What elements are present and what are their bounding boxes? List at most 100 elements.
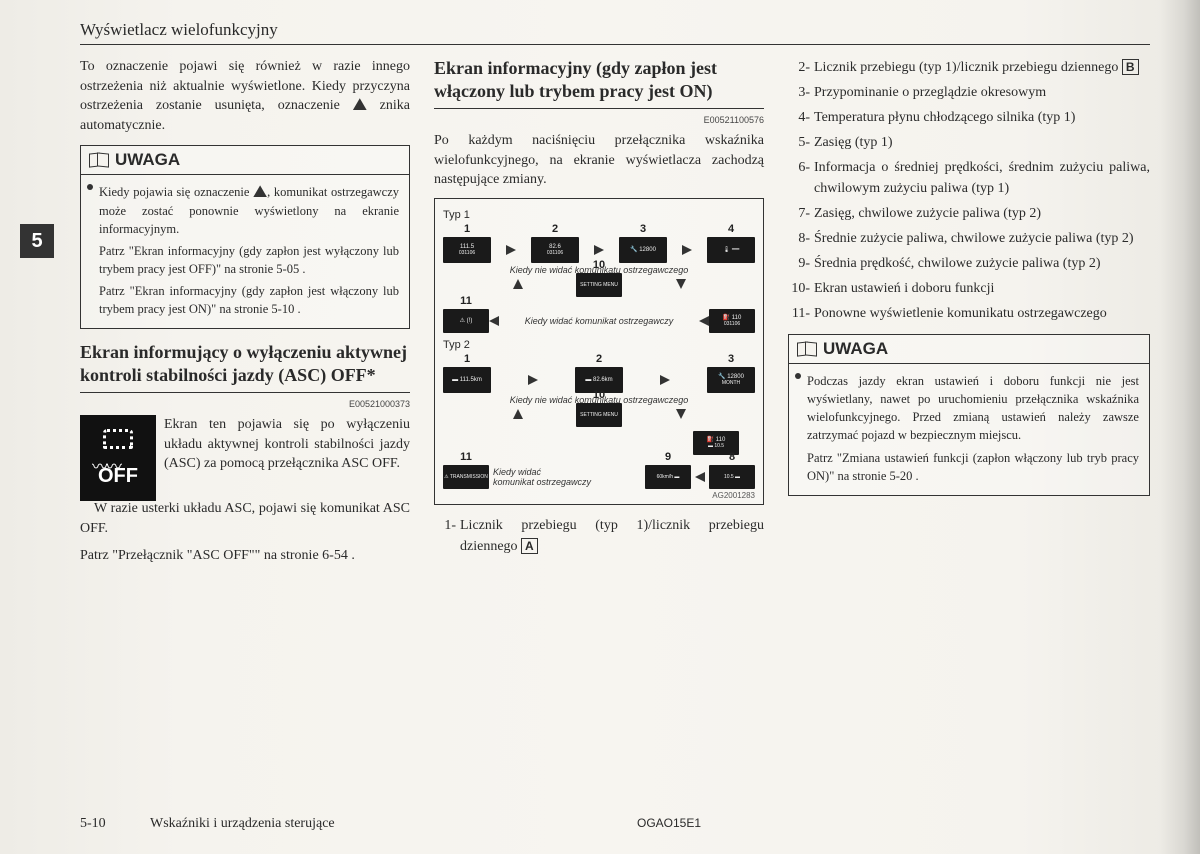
- screen-t2-3: 3🔧 12800MONTH: [707, 367, 755, 393]
- ref-code: E00521000373: [80, 399, 410, 409]
- diagram-caption-4: Kiedy widać komunikat ostrzegawczy: [493, 467, 641, 487]
- page-number: 5-10: [80, 816, 150, 832]
- page-footer: 5-10 Wskaźniki i urządzenia sterujące OG…: [80, 816, 1150, 832]
- list-num: 9-: [788, 253, 814, 274]
- note2-p2: Patrz "Zmiana ustawień funkcji (zapłon w…: [807, 451, 1139, 483]
- section-heading-asc-off: Ekran informujący o wyłączeniu aktywnej …: [80, 341, 410, 393]
- list-item: 2-Licznik przebiegu (typ 1)/licznik prze…: [788, 57, 1150, 78]
- list-num: 2-: [788, 57, 814, 78]
- arrow-right-icon: [528, 375, 538, 385]
- list-item: 5-Zasięg (typ 1): [788, 132, 1150, 153]
- diagram-caption-2: Kiedy widać komunikat ostrzegawczy: [499, 316, 699, 326]
- box-letter-a: A: [521, 538, 538, 554]
- note-p3: Patrz "Ekran informacyjny (gdy zapłon je…: [99, 284, 399, 316]
- arrow-up-icon: [513, 409, 523, 419]
- arrow-left-icon: [699, 316, 709, 326]
- footer-code: OGAO15E1: [504, 816, 834, 830]
- legend-list-start: 1- Licznik przebiegu (typ 1)/licznik prz…: [434, 515, 764, 557]
- note-label: UWAGA: [115, 150, 180, 170]
- arrow-right-icon: [506, 245, 516, 255]
- typ2-label: Typ 2: [443, 339, 755, 351]
- list-item: 9-Średnia prędkość, chwilowe zużycie pal…: [788, 253, 1150, 274]
- note-box-2: UWAGA Podczas jazdy ekran ustawień i dob…: [788, 334, 1150, 496]
- asc-block: 〰〰 OFF Ekran ten pojawia się po wyłączen…: [80, 415, 410, 501]
- list-num: 4-: [788, 107, 814, 128]
- list-text: Średnia prędkość, chwilowe zużycie paliw…: [814, 253, 1150, 274]
- book-icon: [797, 342, 817, 356]
- asc-off-icon: 〰〰 OFF: [80, 415, 156, 501]
- list-text: Przypominanie o przeglądzie okresowym: [814, 82, 1150, 103]
- screen-1: 1111.5031106: [443, 237, 491, 263]
- list-num: 10-: [788, 278, 814, 299]
- screen-4: 4🌡 ━━: [707, 237, 755, 263]
- list-num: 5-: [788, 132, 814, 153]
- list-num: 1-: [434, 515, 460, 557]
- screen-t2-9: 960km/h ▬: [645, 465, 691, 489]
- screen-t2-11: 11⚠ TRANSMISSION: [443, 465, 489, 489]
- list-text: Licznik przebiegu (typ 1)/licznik przebi…: [460, 515, 764, 557]
- list-item: 11-Ponowne wyświetlenie komunikatu ostrz…: [788, 303, 1150, 324]
- warning-triangle-icon: [353, 98, 367, 110]
- typ1-label: Typ 1: [443, 209, 755, 221]
- list-item: 7-Zasięg, chwilowe zużycie paliwa (typ 2…: [788, 203, 1150, 224]
- screen-t2-1: 1▬ 111.5km: [443, 367, 491, 393]
- list-item: 4-Temperatura płynu chłodzącego silnika …: [788, 107, 1150, 128]
- warning-triangle-icon: [253, 185, 267, 197]
- note-header: UWAGA: [81, 146, 409, 175]
- arrow-up-icon: [513, 279, 523, 289]
- note-p1a: Kiedy pojawia się oznaczenie: [99, 185, 253, 199]
- list-text: Ponowne wyświetlenie komunikatu ostrzega…: [814, 303, 1150, 324]
- section-heading-info-screen: Ekran informacyjny (gdy zapłon jest włąc…: [434, 57, 764, 109]
- note2-p1: Podczas jazdy ekran ustawień i doboru fu…: [807, 374, 1139, 442]
- note-header-2: UWAGA: [789, 335, 1149, 364]
- list-text: Informacja o średniej prędkości, średnim…: [814, 157, 1150, 199]
- note-label-2: UWAGA: [823, 339, 888, 359]
- list-num: 7-: [788, 203, 814, 224]
- book-icon: [89, 153, 109, 167]
- list-item-1: 1- Licznik przebiegu (typ 1)/licznik prz…: [434, 515, 764, 557]
- asc-text-1: Ekran ten pojawia się po wyłączeniu ukła…: [164, 415, 410, 501]
- page-header: Wyświetlacz wielofunkcyjny: [80, 20, 1150, 45]
- note-body: Kiedy pojawia się oznaczenie , komunikat…: [81, 175, 409, 328]
- note-p2: Patrz "Ekran informacyjny (gdy zapłon je…: [99, 244, 399, 276]
- list-text: Temperatura płynu chłodzącego silnika (t…: [814, 107, 1150, 128]
- list-text-inner: Licznik przebiegu (typ 1)/licznik przebi…: [460, 518, 764, 554]
- arrow-right-icon: [660, 375, 670, 385]
- content-columns: To oznaczenie pojawi się również w razie…: [80, 57, 1150, 574]
- asc-text-2: W razie usterki układu ASC, pojawi się k…: [80, 499, 410, 538]
- list-item: 6-Informacja o średniej prędkości, średn…: [788, 157, 1150, 199]
- chapter-tab: 5: [20, 224, 54, 258]
- list-item: 3-Przypominanie o przeglądzie okresowym: [788, 82, 1150, 103]
- screen-2: 282.6031106: [531, 237, 579, 263]
- screen-flow-diagram: Typ 1 1111.5031106 282.6031106 3🔧 12800 …: [434, 198, 764, 505]
- screen-t2-8: 810.5 ▬: [709, 465, 755, 489]
- col2-intro: Po każdym naciśnięciu przełącznika wskaź…: [434, 131, 764, 190]
- arrow-down-icon: [676, 279, 686, 289]
- column-2: Ekran informacyjny (gdy zapłon jest włąc…: [434, 57, 764, 574]
- intro-para: To oznaczenie pojawi się również w razie…: [80, 57, 410, 135]
- screen-10: 10SETTING MENU: [576, 273, 622, 297]
- typ1-row2: 11⚠ (!) Kiedy widać komunikat ostrzegawc…: [443, 309, 755, 333]
- arrow-down-icon: [676, 409, 686, 419]
- list-item: 8-Średnie zużycie paliwa, chwilowe zużyc…: [788, 228, 1150, 249]
- list-num: 6-: [788, 157, 814, 199]
- ref-code-2: E00521100576: [434, 115, 764, 125]
- arrow-left-icon: [489, 316, 499, 326]
- list-num: 11-: [788, 303, 814, 324]
- screen-11: 11⚠ (!): [443, 309, 489, 333]
- typ2-row2: 11⚠ TRANSMISSION Kiedy widać komunikat o…: [443, 465, 755, 489]
- footer-title: Wskaźniki i urządzenia sterujące: [150, 816, 480, 832]
- screen-3: 3🔧 12800: [619, 237, 667, 263]
- column-3: 2-Licznik przebiegu (typ 1)/licznik prze…: [788, 57, 1150, 574]
- list-text: Licznik przebiegu (typ 1)/licznik przebi…: [814, 57, 1150, 78]
- column-1: To oznaczenie pojawi się również w razie…: [80, 57, 410, 574]
- list-text: Ekran ustawień i doboru funkcji: [814, 278, 1150, 299]
- box-letter: B: [1122, 59, 1139, 75]
- bullet-icon: [87, 184, 93, 190]
- page-edge-shadow: [1160, 0, 1200, 854]
- asc-text-2-inner: W razie usterki układu ASC, pojawi się k…: [80, 501, 410, 536]
- list-text: Średnie zużycie paliwa, chwilowe zużycie…: [814, 228, 1150, 249]
- diagram-code: AG2001283: [443, 491, 755, 500]
- bullet-icon: [795, 373, 801, 379]
- list-text: Zasięg, chwilowe zużycie paliwa (typ 2): [814, 203, 1150, 224]
